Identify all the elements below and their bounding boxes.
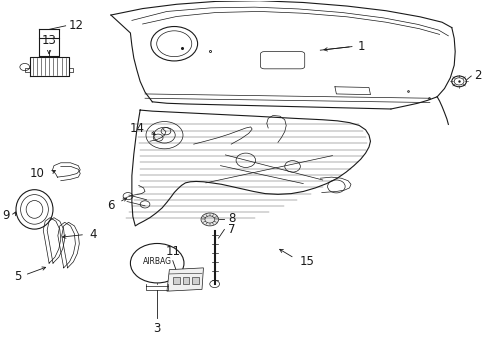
Text: 6: 6: [106, 199, 114, 212]
Bar: [172, 277, 179, 284]
Bar: [182, 277, 189, 284]
Bar: [192, 277, 199, 284]
Text: 3: 3: [153, 321, 161, 335]
Text: 11: 11: [165, 245, 180, 258]
Text: AIRBAG: AIRBAG: [142, 257, 171, 266]
Text: 12: 12: [68, 19, 83, 32]
Text: 15: 15: [299, 255, 314, 268]
Text: 10: 10: [29, 167, 44, 180]
Text: 13: 13: [41, 34, 57, 47]
Text: 8: 8: [227, 212, 235, 225]
Circle shape: [201, 213, 218, 226]
Text: 5: 5: [15, 270, 22, 283]
Circle shape: [130, 243, 183, 283]
Text: 1: 1: [357, 40, 365, 53]
Circle shape: [209, 280, 219, 288]
Text: 9: 9: [2, 210, 10, 222]
Text: 2: 2: [473, 69, 480, 82]
Text: 7: 7: [227, 223, 235, 236]
Polygon shape: [166, 268, 203, 291]
Text: 4: 4: [89, 228, 96, 241]
Text: 14: 14: [130, 122, 145, 135]
